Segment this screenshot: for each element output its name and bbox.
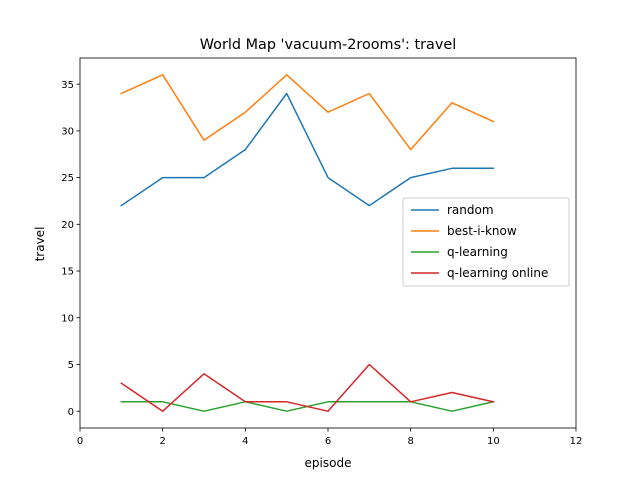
y-tick-label: 25	[61, 173, 74, 184]
legend-label: q-learning online	[447, 266, 548, 280]
y-tick-label: 15	[61, 267, 74, 278]
legend-label: best-i-know	[447, 224, 517, 238]
y-axis-label: travel	[33, 227, 47, 262]
legend-box	[402, 197, 570, 287]
plot-area: 0 2 4 6 8 10 12 0 5 10 15 20 25 30 35 random best-i-know…	[61, 57, 583, 447]
x-tick-label: 2	[159, 436, 165, 447]
series-line-random	[120, 92, 495, 207]
y-tick-label: 5	[68, 360, 74, 371]
y-tick-label: 35	[61, 80, 74, 91]
legend-label: q-learning	[447, 245, 508, 259]
x-tick-label: 8	[407, 436, 413, 447]
y-tick-label: 30	[61, 126, 74, 137]
y-tick-label: 20	[61, 220, 74, 231]
series-line-best-i-know	[120, 74, 495, 151]
x-tick-label: 0	[77, 436, 83, 447]
x-tick-label: 12	[570, 436, 583, 447]
x-axis-label: episode	[305, 456, 352, 470]
legend-label: random	[447, 203, 494, 217]
y-tick-label: 0	[68, 407, 74, 418]
y-tick-label: 10	[61, 313, 74, 324]
x-tick-label: 10	[487, 436, 500, 447]
chart-title: World Map 'vacuum-2rooms': travel	[200, 37, 456, 53]
x-tick-label: 6	[325, 436, 331, 447]
series-line-q-learning-online	[120, 363, 495, 412]
x-tick-label: 4	[242, 436, 248, 447]
